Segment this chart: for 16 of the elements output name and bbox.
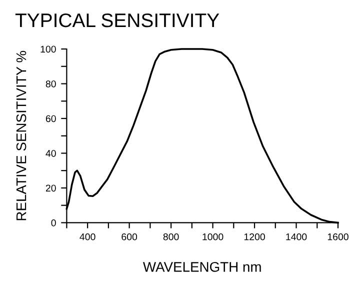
- y-tick-label: 20: [46, 184, 56, 192]
- x-axis-title: WAVELENGTH nm: [142, 262, 261, 272]
- x-tick-label: 400: [80, 233, 96, 240]
- x-tick-label: 1400: [286, 233, 307, 240]
- y-tick-label: 80: [46, 80, 56, 88]
- chart-title: TYPICAL SENSITIVITY: [15, 13, 220, 28]
- y-tick-label: 100: [40, 46, 56, 53]
- x-tick-label: 600: [122, 233, 138, 240]
- y-axis-title: RELATIVE SENSITIVITY %: [16, 50, 26, 220]
- y-tick-label: 40: [46, 150, 56, 157]
- x-tick-label: 800: [163, 233, 179, 240]
- x-tick-label: 1000: [202, 233, 224, 240]
- x-tick-label: 1600: [328, 233, 348, 240]
- y-tick-label: 0: [51, 219, 56, 226]
- x-tick-label: 1200: [244, 233, 265, 240]
- y-tick-label: 60: [46, 115, 56, 122]
